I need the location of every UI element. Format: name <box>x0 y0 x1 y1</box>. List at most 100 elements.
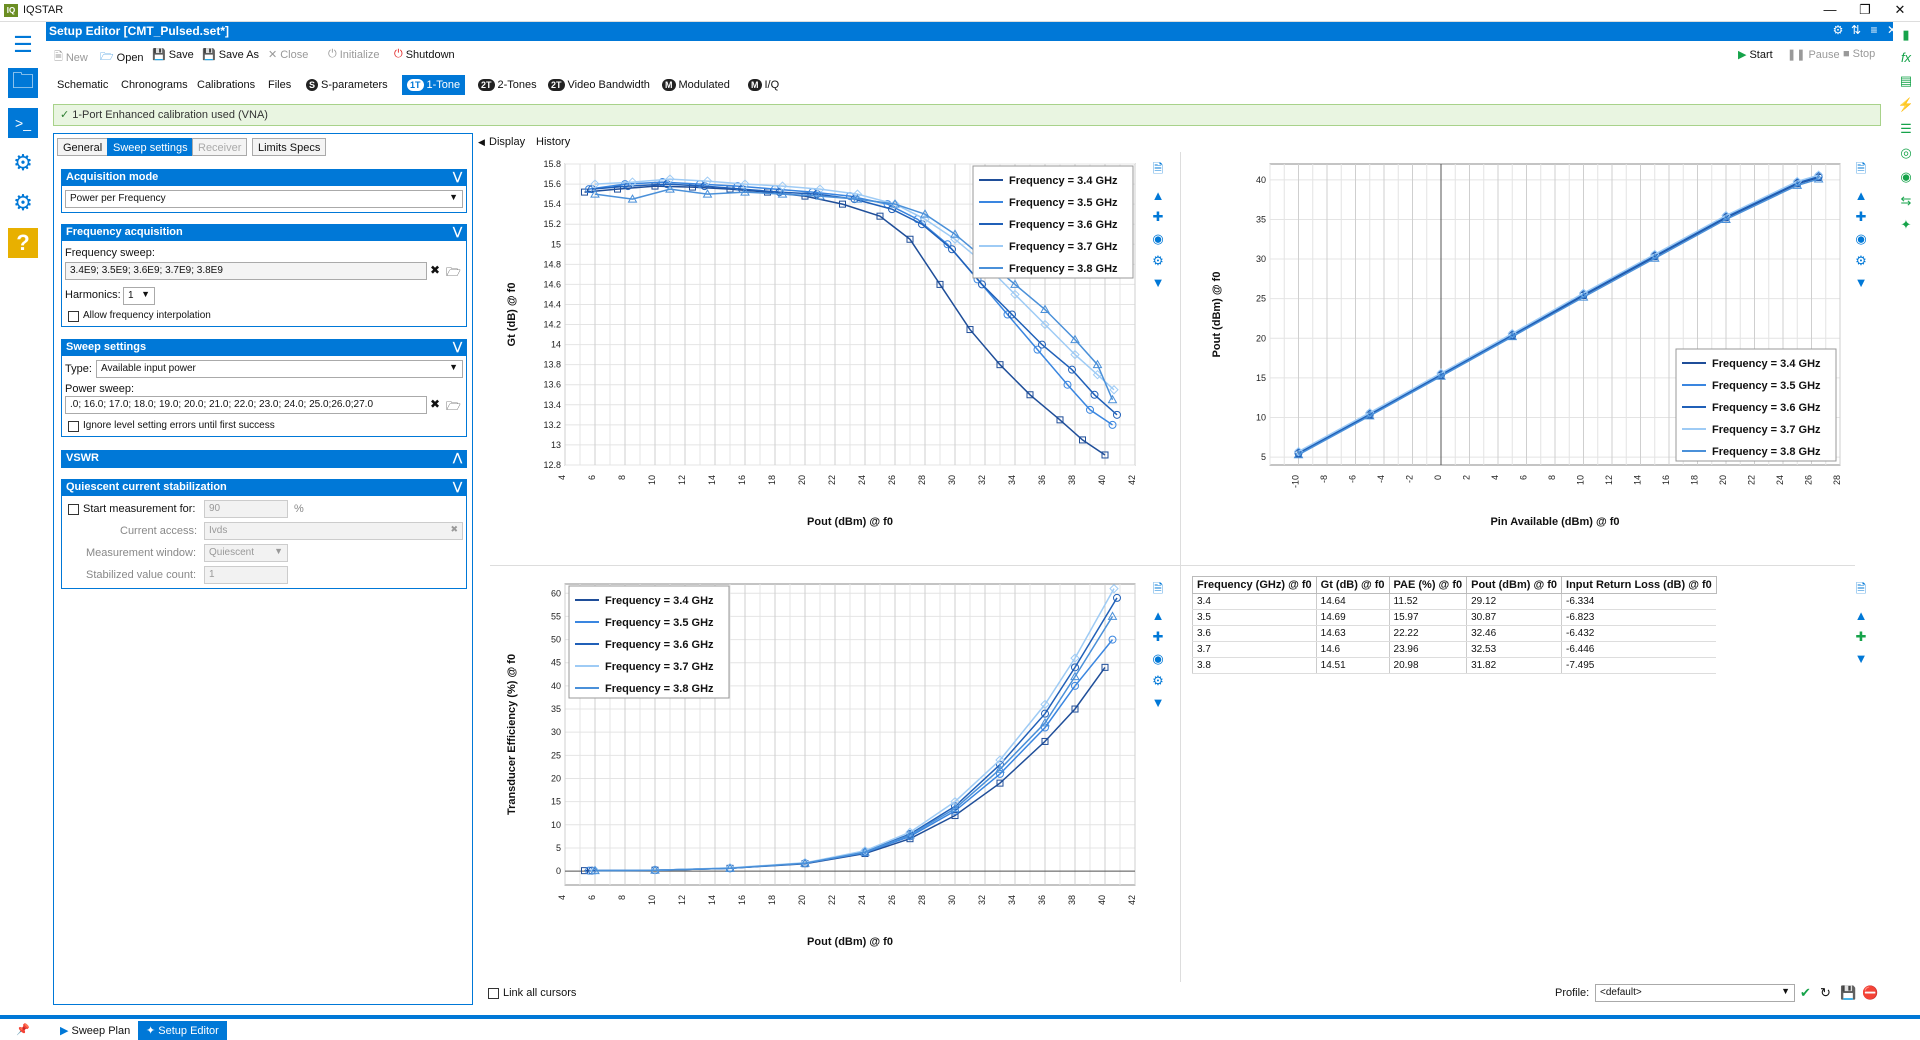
database-icon[interactable]: ◉ <box>1855 231 1867 246</box>
table-row[interactable]: 3.8 14.51 20.98 31.82 -7.495 <box>1192 657 1717 674</box>
link-cursors-checkbox[interactable] <box>488 988 499 999</box>
filter-icon[interactable]: ▼ <box>1854 275 1868 290</box>
folder-icon[interactable]: 🗀 <box>8 68 38 98</box>
acquisition-mode-header[interactable]: Acquisition mode ⋁ <box>62 170 466 186</box>
harmonics-select[interactable]: 1 ▼ <box>123 287 155 305</box>
collapse-icon[interactable]: ≡ <box>1870 23 1878 37</box>
cursor-icon[interactable]: ✚ <box>1152 209 1164 224</box>
settings-gear-icon[interactable]: ⚙ <box>13 190 33 215</box>
column-header[interactable]: Frequency (GHz) @ f0 <box>1192 576 1317 594</box>
gear-icon[interactable]: ⚙ <box>1855 253 1867 268</box>
cursor-icon[interactable]: ✚ <box>1152 629 1164 644</box>
tools-icon[interactable]: ✖ <box>430 263 441 277</box>
table-row[interactable]: 3.6 14.63 22.22 32.46 -6.432 <box>1192 625 1717 642</box>
pin-icon[interactable]: 📌 <box>16 1024 30 1036</box>
globe-icon[interactable]: ◉ <box>1900 169 1912 184</box>
start-measurement-input[interactable]: 90 <box>204 500 288 518</box>
refresh-icon[interactable]: ↻ <box>1820 985 1831 1000</box>
settings-icon[interactable]: ⚙ <box>1832 23 1844 37</box>
open-button[interactable]: 🗁 Open <box>100 48 144 67</box>
tab-chronograms[interactable]: Chronograms <box>116 75 193 95</box>
tab-calibrations[interactable]: Calibrations <box>192 75 260 95</box>
frequency-interpolation-checkbox[interactable] <box>68 311 79 322</box>
switch-icon[interactable]: ⇆ <box>1900 193 1912 208</box>
cursor-icon[interactable]: ✚ <box>1855 209 1867 224</box>
area-chart-icon[interactable]: ▲ <box>1854 608 1868 623</box>
save-button[interactable]: 💾 Save <box>152 48 194 62</box>
bug-icon[interactable]: ⚙ <box>13 150 33 175</box>
start-measurement-checkbox[interactable] <box>68 504 79 515</box>
area-chart-icon[interactable]: ▲ <box>1151 188 1165 203</box>
tools-icon[interactable]: ✖ <box>430 397 441 411</box>
restore-icon[interactable]: ❐ <box>1859 2 1871 17</box>
tab-2-tones[interactable]: 2T 2-Tones <box>473 75 542 95</box>
function-icon[interactable]: fx <box>1900 49 1912 65</box>
gear-icon[interactable]: ⚙ <box>1152 673 1164 688</box>
tab-video-bandwidth[interactable]: 2T Video Bandwidth <box>543 75 655 95</box>
filter-icon[interactable]: ▼ <box>1151 275 1165 290</box>
tab-modulated[interactable]: M Modulated <box>657 75 735 95</box>
tab-setup-editor[interactable]: ✦ Setup Editor <box>138 1021 227 1040</box>
vswr-header[interactable]: VSWR ⋀ <box>62 451 466 467</box>
tab-sweep-plan[interactable]: ▶ Sweep Plan <box>52 1021 138 1040</box>
measurement-window-select[interactable]: Quiescent ▼ <box>204 544 288 562</box>
filter-icon[interactable]: ▼ <box>1854 651 1868 666</box>
acquisition-mode-select[interactable]: Power per Frequency ▼ <box>65 190 463 208</box>
minimize-icon[interactable]: — <box>1823 2 1837 17</box>
column-header[interactable]: PAE (%) @ f0 <box>1388 576 1468 594</box>
database-icon[interactable]: ◉ <box>1152 651 1164 666</box>
stabilized-count-input[interactable]: 1 <box>204 566 288 584</box>
horizontal-splitter[interactable] <box>490 565 1855 566</box>
open-folder-icon[interactable]: 🗁 <box>446 399 461 413</box>
sweep-type-select[interactable]: Available input power ▼ <box>96 360 463 378</box>
column-header[interactable]: Gt (dB) @ f0 <box>1315 576 1390 594</box>
table-row[interactable]: 3.7 14.6 23.96 32.53 -6.446 <box>1192 641 1717 658</box>
power-sweep-input[interactable]: .0; 16.0; 17.0; 18.0; 19.0; 20.0; 21.0; … <box>65 396 427 414</box>
tab-1-tone[interactable]: 1T 1-Tone <box>402 75 466 95</box>
tab-limits-specs[interactable]: Limits Specs <box>252 138 327 156</box>
panel-toggle-icon[interactable]: ◀ <box>478 137 485 147</box>
tab-history[interactable]: History <box>536 136 571 148</box>
gear-icon[interactable]: ⚙ <box>1152 253 1164 268</box>
delete-profile-icon[interactable]: ⛔ <box>1862 985 1879 1000</box>
close-button[interactable]: ✕ Close <box>268 48 308 62</box>
export-icon[interactable]: 🗎 <box>1855 161 1867 176</box>
current-access-input[interactable]: Ivds ✖ <box>204 522 463 540</box>
stop-button[interactable]: ■ Stop <box>1843 48 1875 60</box>
close-window-icon[interactable]: ✕ <box>1894 2 1906 17</box>
new-button[interactable]: 🗎 New <box>54 48 88 67</box>
area-chart-icon[interactable]: ▲ <box>1854 188 1868 203</box>
export-icon[interactable]: 🗎 <box>1855 581 1867 596</box>
storage-icon[interactable]: ▤ <box>1899 73 1913 88</box>
add-icon[interactable]: ✚ <box>1855 629 1867 644</box>
pause-button[interactable]: ❚❚ Pause <box>1787 48 1840 62</box>
ignore-level-errors-checkbox[interactable] <box>68 421 79 432</box>
open-folder-icon[interactable]: 🗁 <box>446 265 461 279</box>
column-header[interactable]: Input Return Loss (dB) @ f0 <box>1561 576 1717 594</box>
table-row[interactable]: 3.4 14.64 11.52 29.12 -6.334 <box>1192 593 1717 610</box>
table-row[interactable]: 3.5 14.69 15.97 30.87 -6.823 <box>1192 609 1717 626</box>
tab-display[interactable]: Display <box>489 136 526 148</box>
frequency-acquisition-header[interactable]: Frequency acquisition ⋁ <box>62 225 466 241</box>
tab-files[interactable]: Files <box>263 75 296 95</box>
profile-select[interactable]: <default> ▼ <box>1595 984 1795 1002</box>
tab-general[interactable]: General <box>57 138 109 156</box>
vertical-splitter[interactable] <box>1180 152 1181 982</box>
tab-iq[interactable]: M I/Q <box>743 75 784 95</box>
battery-icon[interactable]: ▮ <box>1902 27 1910 42</box>
column-header[interactable]: Pout (dBm) @ f0 <box>1466 576 1563 594</box>
filter-icon[interactable]: ▼ <box>1151 695 1165 710</box>
area-chart-icon[interactable]: ▲ <box>1151 608 1165 623</box>
export-icon[interactable]: 🗎 <box>1152 581 1164 596</box>
antenna-icon[interactable]: ✦ <box>1900 217 1912 232</box>
database-icon[interactable]: ◉ <box>1152 231 1164 246</box>
export-icon[interactable]: 🗎 <box>1152 161 1164 176</box>
sliders-icon[interactable]: ☰ <box>1900 121 1912 136</box>
target-icon[interactable]: ◎ <box>1900 145 1912 160</box>
shutdown-button[interactable]: ⏻ Shutdown <box>394 48 455 61</box>
editor-close-icon[interactable]: ✕ <box>1886 23 1898 37</box>
save-profile-icon[interactable]: 💾 <box>1840 985 1857 1000</box>
tab-receiver[interactable]: Receiver <box>192 138 248 156</box>
terminal-icon[interactable]: >_ <box>8 108 38 138</box>
quiescent-header[interactable]: Quiescent current stabilization ⋁ <box>62 480 466 496</box>
